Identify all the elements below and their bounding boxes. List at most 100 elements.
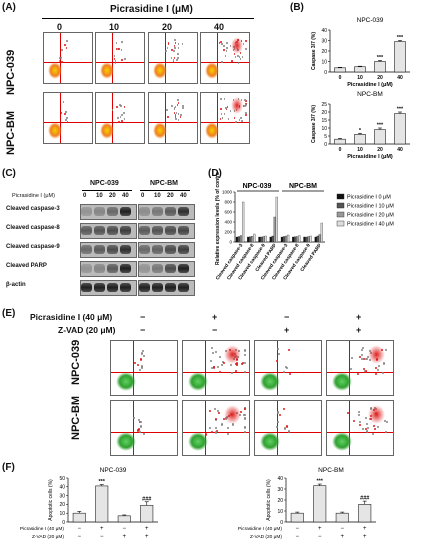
panel-d-bar: [251, 236, 253, 242]
panel-a-flow-1-3: [200, 92, 250, 144]
panel-d-bar: [272, 236, 274, 242]
panel-e-flow-0-3-event: [364, 370, 366, 372]
panel-c-band-3-1: [94, 264, 105, 273]
panel-f-npcbm-ylabel: Apoptotic cells (%): [266, 479, 272, 521]
panel-e-flow-0-0-event: [140, 358, 142, 360]
panel-a-flow-0-3-event: [223, 49, 224, 51]
panel-a-flow-1-2-event: [178, 119, 179, 121]
panel-a-flow-1-2-event: [180, 116, 181, 118]
panel-a-flow-1-1-event: [121, 120, 122, 122]
panel-e-flow-1-3-event: [372, 433, 374, 435]
panel-f-npc039-ytick-label: 40: [59, 485, 65, 491]
panel-c-band-0-3: [120, 207, 131, 216]
panel-f-npcbm-sign: −: [340, 526, 344, 532]
panel-e-flow-1-1: [182, 400, 250, 456]
panel-d-legend-label: Picrasidine I 0 μM: [347, 195, 391, 201]
panel-f-npcbm-bar: [314, 486, 326, 522]
panel-e-flow-1-1-event: [227, 433, 229, 435]
panel-d-bar: [259, 237, 261, 242]
panel-a-label: (A): [2, 2, 16, 13]
panel-e-sign-0-3: +: [356, 312, 361, 322]
panel-a-flow-1-2-event: [167, 116, 168, 118]
panel-b-charts: 0 10 20 30 40 0 10 *** 20 *** 40 NPC-039 Picrasidine…: [290, 10, 424, 160]
panel-d-bar: [306, 237, 308, 242]
panel-a-flow-1-3-event: [227, 106, 228, 108]
panel-c-band-3-6: [165, 264, 176, 273]
panel-c-protein-0: Cleaved caspase-3: [6, 206, 60, 212]
panel-e-flow-1-1-event: [205, 433, 207, 435]
panel-a-flow-0-0-event: [66, 40, 67, 42]
panel-e-treat-1: Z-VAD (20 μM): [58, 325, 115, 335]
panel-c-band-4-3: [120, 283, 131, 292]
panel-f-npc039-sign: −: [100, 534, 104, 540]
panel-a-flow-1-3-event: [241, 120, 242, 122]
panel-d-bar: [261, 237, 263, 242]
panel-c-band-2-2: [107, 245, 118, 254]
panel-e-flow-1-0-event: [140, 421, 142, 423]
panel-e-flow-0-1-cluster-live: [188, 372, 208, 390]
panel-a-conc-1: 10: [109, 22, 119, 32]
panel-b-npcbm-ylabel: Caspase 3/7 (%): [311, 105, 317, 143]
panel-f-npcbm-row-label: Z-VAD (20 μM): [250, 534, 282, 540]
panel-b-npc039-xtick-label: 10: [357, 75, 363, 81]
panel-d-bar: [270, 237, 272, 242]
panel-e-flow-0-0-event: [137, 364, 139, 366]
panel-a-flow-1-0-cluster-live: [48, 122, 62, 139]
panel-a-row-npcbm: NPC-BM: [5, 111, 17, 155]
panel-e-flow-1-2-event: [276, 426, 278, 428]
panel-d-bar: [263, 237, 265, 243]
panel-e-flow-0-1-event: [213, 366, 215, 368]
panel-e-flow-0-2: [254, 340, 322, 396]
panel-b-npcbm-xlabel: Picrasidine I (μM): [347, 154, 393, 160]
panel-d-bar: [285, 236, 287, 242]
panel-c-band-4-0: [81, 283, 92, 292]
panel-a-flow-1-2-event: [178, 113, 179, 115]
panel-a-flow-0-0-event: [61, 61, 62, 63]
panel-f-npcbm-sign: +: [340, 534, 344, 540]
panel-f-npcbm-sign: −: [295, 526, 299, 532]
panel-a-flow-0-2-event: [168, 43, 169, 45]
panel-d-bar: [276, 197, 278, 242]
panel-b-npcbm-xtick-label: 10: [357, 147, 363, 153]
panel-c-cell-0: NPC-039: [90, 180, 119, 187]
panel-a-flow-0-3: [200, 32, 250, 84]
panel-a-flow-1-3-event: [234, 117, 235, 119]
panel-e-flow-1-2-event: [283, 408, 285, 410]
panel-d-ytick-label: 600: [224, 210, 232, 215]
panel-c-band-3-7: [178, 264, 189, 273]
panel-a-flow-0-2-event: [182, 43, 183, 45]
panel-a-flow-1-1-event: [112, 109, 113, 111]
panel-e-flow-0-2-cluster-live: [260, 372, 280, 390]
panel-e-flow-0-2-event: [277, 348, 279, 350]
panel-a-flow-0-3-event: [221, 61, 222, 63]
panel-a-flow-0-3-cluster-live: [205, 62, 219, 79]
panel-c-band-3-0: [81, 264, 92, 273]
panel-c-label: (C): [2, 168, 16, 179]
panel-a-flow-0-0-cluster-live: [48, 62, 62, 79]
panel-e-flow-0-0-event: [139, 369, 141, 371]
panel-e-flow-0-3-event: [363, 358, 365, 360]
panel-e-flow-1-2: [254, 400, 322, 456]
panel-b-npcbm-xtick-label: 20: [377, 147, 383, 153]
panel-c-treatment: Picrasidine I (μM): [12, 193, 55, 199]
panel-f-npcbm-bar: [336, 513, 348, 522]
panel-f-npcbm-bar: [291, 513, 303, 522]
panel-b-npcbm-sig: ***: [377, 123, 384, 129]
panel-e-flow-0-1-event: [219, 356, 221, 358]
panel-c-band-4-4: [139, 283, 150, 292]
panel-e-row-npc039: NPC-039: [70, 340, 82, 385]
panel-d-legend-swatch: [337, 203, 344, 208]
panel-e-flow-1-2-event: [284, 427, 286, 429]
panel-a-flow-1-2-event: [175, 118, 176, 120]
panel-c-lane-2: 20: [109, 193, 116, 199]
panel-e-flow-0-1-event: [215, 351, 217, 353]
panel-e-flow-0-3-event: [366, 358, 368, 360]
panel-f-npc039-sign: −: [77, 526, 81, 532]
panel-d-legend-swatch: [337, 221, 344, 226]
panel-e-flow-0-1-event: [244, 371, 246, 373]
panel-a-flow-0-3-event: [240, 58, 241, 60]
panel-f-npcbm-sig: ###: [360, 496, 369, 502]
panel-a-flow-1-1: [95, 92, 145, 144]
panel-a-flow-0-2-event: [178, 43, 179, 45]
panel-e-flow-0-1-event: [235, 370, 237, 372]
